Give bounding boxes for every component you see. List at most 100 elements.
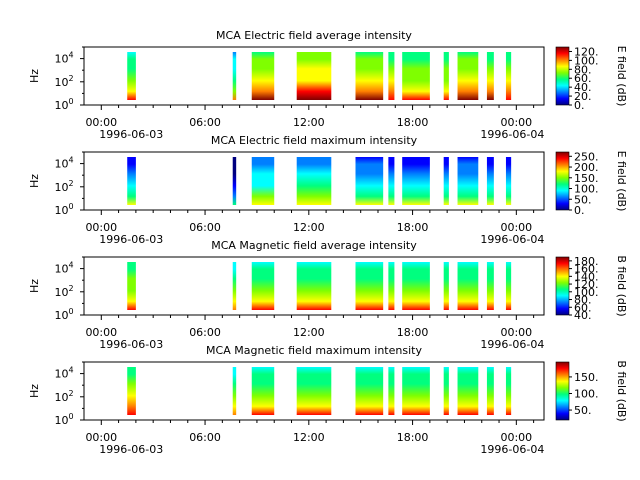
panel-3: MCA Magnetic field average intensity 100 1…	[28, 239, 628, 351]
x-tick-label: 00:00	[85, 431, 117, 444]
y-tick-label: 104	[54, 261, 73, 276]
spectrogram-segment	[443, 157, 449, 205]
colorbar-tick-label: 150.	[574, 172, 599, 185]
panel-title: MCA Electric field average intensity	[216, 29, 412, 42]
spectrogram-segment	[355, 367, 384, 415]
colorbar-tick-label: 180.	[574, 255, 599, 268]
x-tick-label: 00:00	[85, 116, 117, 129]
spectrogram-segment	[355, 157, 384, 205]
spectrogram-segment	[355, 262, 384, 310]
colorbar-tick-label: 120.	[574, 278, 599, 291]
spectrogram-segment	[457, 262, 479, 310]
y-tick-label: 104	[54, 156, 73, 171]
x-date-start: 1996-06-03	[99, 443, 163, 456]
spectrogram-segment	[251, 52, 275, 100]
spectrogram-segment	[232, 157, 237, 205]
spectrogram-segment	[127, 157, 136, 205]
y-axis-label: Hz	[28, 69, 41, 83]
y-axis-label: Hz	[28, 174, 41, 188]
x-date-end: 1996-06-04	[480, 338, 544, 351]
x-tick-label: 06:00	[189, 431, 221, 444]
spectrogram-segment	[402, 367, 430, 415]
colorbar-tick-label: 40.	[574, 81, 592, 94]
colorbar-tick-label: 80.	[574, 294, 592, 307]
x-tick-label: 12:00	[293, 326, 325, 339]
spectrogram-segment	[457, 52, 479, 100]
plot-frame	[83, 361, 545, 421]
spectrogram-segment	[443, 262, 449, 310]
colorbar-tick-label: 120.	[574, 45, 599, 58]
x-date-start: 1996-06-03	[99, 233, 163, 246]
y-tick-label: 102	[54, 74, 73, 89]
plot-frame	[83, 46, 545, 106]
colorbar-tick-label: 100.	[574, 387, 599, 400]
spectrogram-segment	[232, 367, 237, 415]
x-date-start: 1996-06-03	[99, 338, 163, 351]
colorbar-tick-label: 100.	[574, 286, 599, 299]
y-tick-label: 104	[54, 51, 73, 66]
y-tick-label: 102	[54, 284, 73, 299]
colorbar-tick-label: 0.	[574, 99, 585, 112]
y-tick-exponent: 0	[68, 307, 73, 316]
y-tick-exponent: 2	[68, 179, 73, 188]
panel-4: MCA Magnetic field maximum intensity 100 1…	[28, 344, 628, 456]
x-date-end: 1996-06-04	[480, 128, 544, 141]
colorbar-tick-label: 250.	[574, 150, 599, 163]
spectrogram-segment	[251, 262, 275, 310]
colorbar-tick-label: 0.	[574, 204, 585, 217]
spectrogram-segment	[251, 367, 275, 415]
spectrogram-segment	[486, 367, 494, 415]
spectrogram-segment	[355, 52, 384, 100]
plot-frame	[83, 256, 545, 316]
panel-title: MCA Magnetic field maximum intensity	[206, 344, 422, 357]
x-tick-label: 06:00	[189, 326, 221, 339]
x-tick-label: 18:00	[397, 326, 429, 339]
colorbar	[555, 256, 570, 316]
spectrogram-segment	[388, 157, 395, 205]
colorbar-tick-label: 60.	[574, 72, 592, 85]
colorbar-tick-label: 50.	[574, 404, 592, 417]
y-tick-label: 100	[54, 97, 73, 112]
spectrogram-segment	[486, 157, 494, 205]
colorbar-label: B field (dB)	[615, 255, 628, 316]
colorbar-tick-label: 20.	[574, 90, 592, 103]
y-tick-exponent: 2	[68, 284, 73, 293]
spectrogram-segment	[127, 367, 136, 415]
x-tick-label: 06:00	[189, 221, 221, 234]
x-tick-label: 00:00	[500, 221, 532, 234]
colorbar-tick-label: 80.	[574, 63, 592, 76]
x-tick-label: 00:00	[500, 431, 532, 444]
y-tick-exponent: 4	[68, 51, 73, 60]
y-tick-label: 102	[54, 389, 73, 404]
x-tick-label: 00:00	[85, 221, 117, 234]
y-tick-exponent: 0	[68, 97, 73, 106]
colorbar-tick-label: 160.	[574, 263, 599, 276]
y-axis-label: Hz	[28, 279, 41, 293]
colorbar-label: E field (dB)	[615, 151, 628, 212]
panel-title: MCA Electric field maximum intensity	[211, 134, 418, 147]
spectrogram-segment	[457, 157, 479, 205]
y-tick-label: 104	[54, 366, 73, 381]
spectrogram-segment	[505, 157, 512, 205]
spectrogram-segment	[443, 52, 449, 100]
spectrogram-segment	[486, 262, 494, 310]
panel-1: MCA Electric field average intensity 100 1…	[28, 29, 628, 141]
spectrogram-segment	[402, 157, 430, 205]
y-tick-exponent: 2	[68, 74, 73, 83]
x-tick-label: 12:00	[293, 221, 325, 234]
colorbar	[555, 46, 570, 106]
colorbar	[555, 361, 570, 421]
spectrogram-segment	[232, 52, 237, 100]
colorbar-tick-label: 100.	[574, 54, 599, 67]
plot-frame	[83, 151, 545, 211]
spectrogram-segment	[127, 52, 136, 100]
colorbar-tick-label: 200.	[574, 161, 599, 174]
spectrogram-segment	[232, 262, 237, 310]
spectrogram-segment	[388, 52, 395, 100]
x-date-start: 1996-06-03	[99, 128, 163, 141]
spectrogram-segment	[296, 157, 332, 205]
y-tick-label: 100	[54, 307, 73, 322]
y-tick-exponent: 0	[68, 412, 73, 421]
spectrogram-segment	[505, 52, 512, 100]
x-tick-label: 12:00	[293, 116, 325, 129]
